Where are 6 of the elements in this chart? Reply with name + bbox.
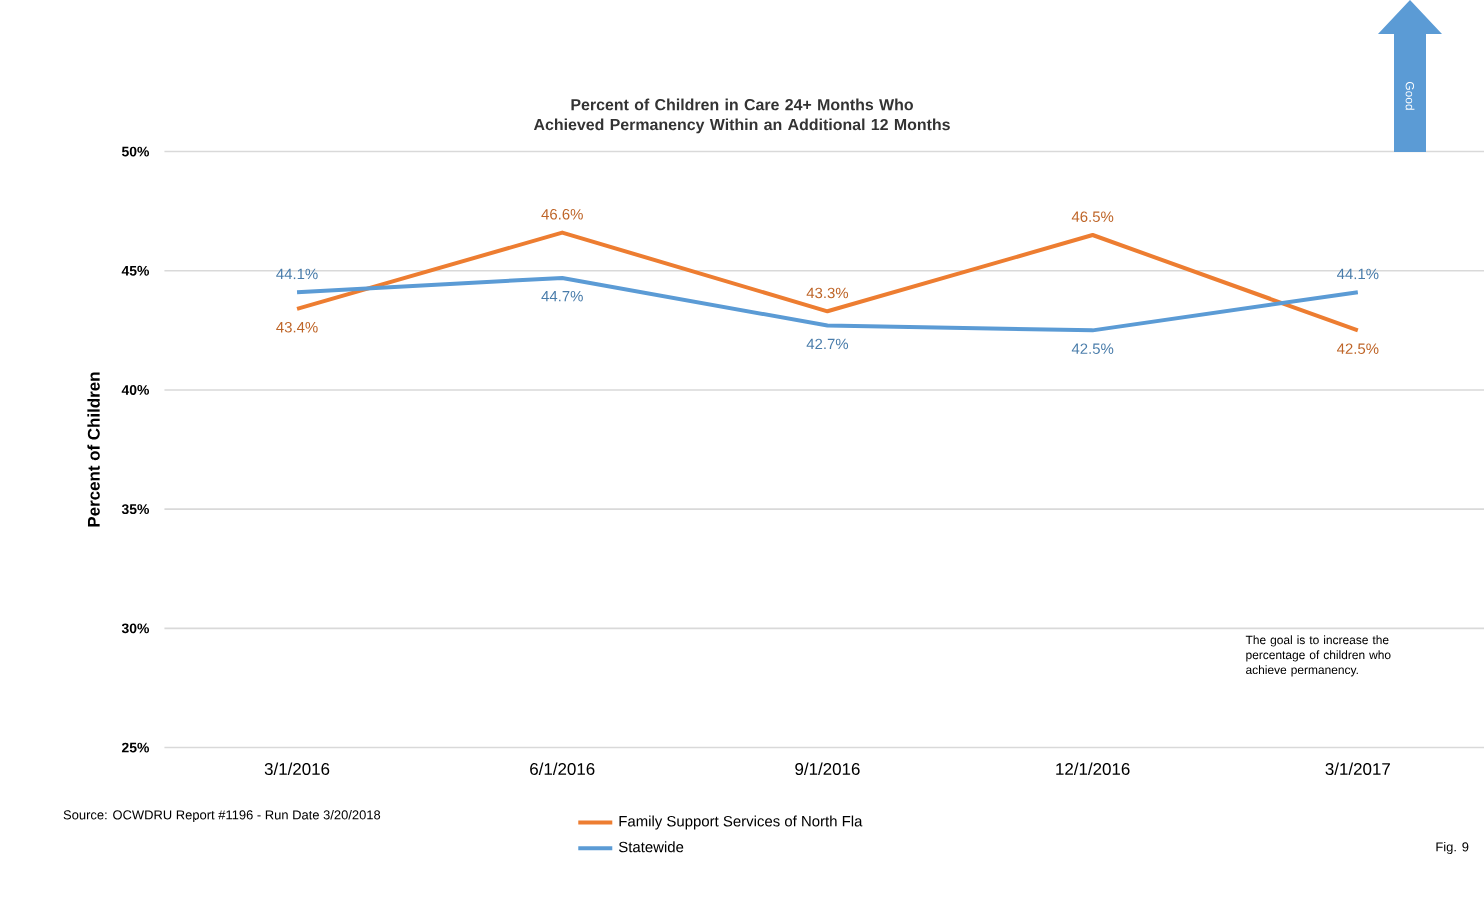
x-tick-label: 6/1/2016 bbox=[530, 762, 595, 776]
x-tick-label: 3/1/2016 bbox=[264, 762, 330, 776]
x-tick-label: 3/1/2017 bbox=[1325, 762, 1390, 776]
y-axis-title: Percent of Children bbox=[87, 372, 100, 527]
x-tick-label: 9/1/2016 bbox=[795, 762, 860, 776]
x-tick-label: 12/1/2016 bbox=[1056, 762, 1130, 776]
